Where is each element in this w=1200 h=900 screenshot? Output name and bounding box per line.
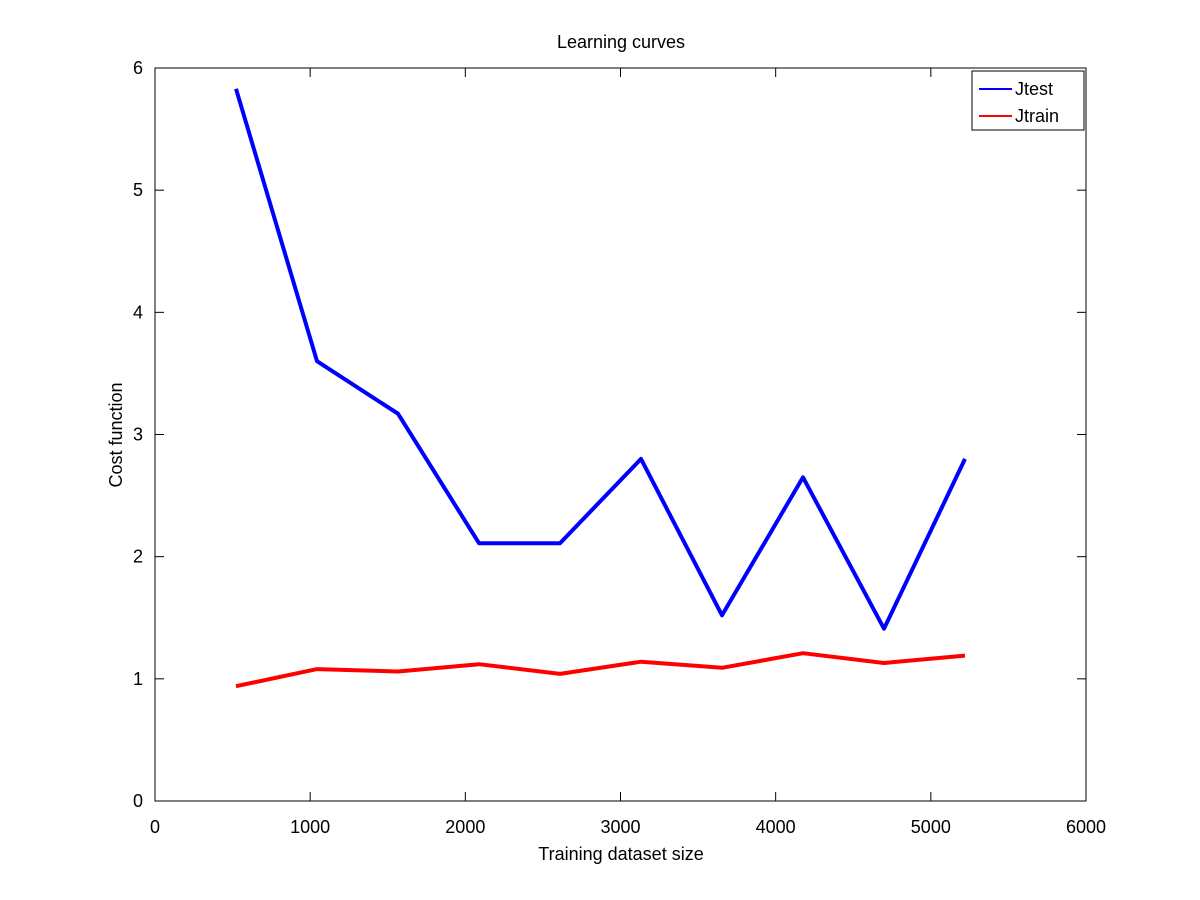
- chart-title: Learning curves: [557, 32, 685, 52]
- x-tick-label: 0: [150, 817, 160, 837]
- plot-area: 0 1000 2000 3000 4000 5000 6000 0 1 2 3 4 5 6: [133, 58, 1106, 837]
- x-tick-label: 2000: [445, 817, 485, 837]
- y-axis-title: Cost function: [106, 382, 126, 487]
- x-tick-label: 1000: [290, 817, 330, 837]
- y-tick-label: 2: [133, 547, 143, 567]
- legend: Jtest Jtrain: [971, 70, 1085, 131]
- series-line-jtrain: [235, 651, 966, 689]
- legend-label-jtrain: Jtrain: [1015, 106, 1059, 126]
- y-tick-label: 6: [133, 58, 143, 78]
- y-tick-label: 5: [133, 180, 143, 200]
- x-axis-title: Training dataset size: [538, 844, 703, 864]
- x-tick-label: 5000: [911, 817, 951, 837]
- y-tick-label: 4: [133, 302, 143, 322]
- y-tick-label: 1: [133, 669, 143, 689]
- x-tick-label: 4000: [756, 817, 796, 837]
- legend-label-jtest: Jtest: [1015, 79, 1053, 99]
- x-tick-label: 3000: [600, 817, 640, 837]
- y-tick-label: 0: [133, 791, 143, 811]
- series-line-jtest: [234, 88, 967, 631]
- legend-box: [971, 70, 1085, 131]
- x-tick-label: 6000: [1066, 817, 1106, 837]
- y-tick-label: 3: [133, 425, 143, 445]
